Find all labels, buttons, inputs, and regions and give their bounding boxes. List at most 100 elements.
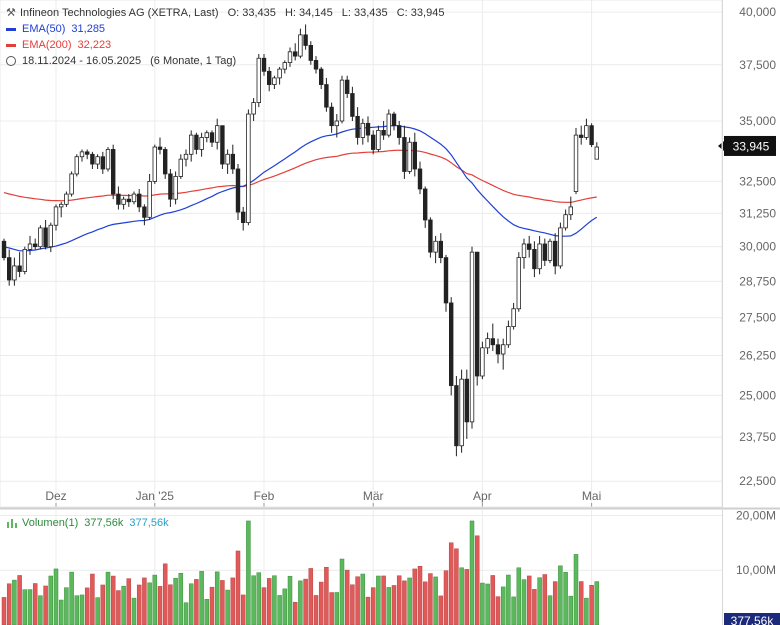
- y-tick-label: 40,000: [739, 5, 776, 19]
- candle-body: [220, 125, 225, 165]
- candle-body: [69, 173, 74, 195]
- candle-body: [417, 168, 423, 190]
- volume-bar: [261, 587, 267, 625]
- volume-bar: [589, 584, 594, 625]
- candle: [506, 320, 511, 348]
- candle: [376, 125, 381, 152]
- candle-body: [38, 227, 43, 248]
- volume-bar: [38, 595, 43, 625]
- wrench-icon[interactable]: ⚒: [6, 7, 16, 19]
- volume-bar: [324, 566, 329, 625]
- candle-body: [428, 219, 433, 253]
- candle-body: [168, 173, 173, 200]
- candle-body: [116, 193, 121, 205]
- candle: [53, 204, 59, 231]
- volume-bar: [142, 577, 147, 625]
- candle: [100, 151, 105, 174]
- volume-bar: [506, 574, 511, 625]
- candle-body: [511, 308, 516, 327]
- candle: [173, 171, 178, 205]
- candle: [344, 75, 350, 99]
- candle: [428, 217, 433, 258]
- volume-bar: [396, 575, 402, 625]
- volume-bar: [313, 595, 319, 625]
- ema50-line-group: [3, 125, 598, 252]
- volume-bar: [542, 574, 548, 625]
- candle-body: [235, 168, 241, 213]
- candle-body: [433, 240, 438, 253]
- candle-body: [469, 251, 475, 423]
- candle: [370, 130, 376, 155]
- volume-bar: [578, 581, 584, 625]
- candle-body: [256, 57, 261, 103]
- candle: [204, 130, 209, 143]
- candle: [277, 66, 282, 85]
- candle: [183, 149, 189, 167]
- candle: [38, 225, 43, 250]
- candle-body: [308, 45, 313, 61]
- candle-body: [209, 132, 215, 143]
- volume-bar: [136, 584, 142, 625]
- volume-bar: [391, 585, 397, 625]
- volume-bar: [594, 581, 600, 625]
- volume-bar: [147, 582, 152, 625]
- candle-body: [396, 125, 402, 138]
- candle: [178, 154, 183, 179]
- volume-bar: [17, 575, 22, 625]
- volume-bar: [511, 596, 516, 625]
- volume-bar: [480, 582, 485, 625]
- ema50-legend[interactable]: EMA(50) 31,285: [6, 22, 105, 36]
- candle-body: [272, 77, 277, 85]
- candle-body: [142, 206, 147, 218]
- candle-body: [246, 113, 251, 223]
- volume-bar: [537, 577, 542, 625]
- volume-bar: [204, 599, 210, 625]
- candle-body: [407, 141, 412, 172]
- ohlc-close: C: 33,945: [396, 7, 445, 19]
- candle: [136, 188, 142, 213]
- candle-body: [251, 102, 256, 115]
- volume-legend[interactable]: Volumen(1) 377,56k 377,56k: [6, 516, 169, 530]
- candle-body: [292, 51, 298, 57]
- volume-bar: [12, 579, 17, 625]
- candle: [27, 235, 33, 255]
- range-legend[interactable]: 18.11.2024 - 16.05.2025 (6 Monate, 1 Tag…: [6, 54, 236, 68]
- volume-bar: [355, 576, 360, 625]
- ohlc-open: O: 33,435: [227, 7, 276, 19]
- volume-bar: [448, 542, 454, 625]
- volume-bar: [1, 597, 7, 625]
- ema200-line: [3, 149, 597, 204]
- volume-bar: [365, 596, 371, 625]
- ohlc-high: H: 34,145: [284, 7, 333, 19]
- candle: [381, 121, 386, 140]
- volume-bar: [370, 587, 376, 625]
- candle: [194, 132, 199, 155]
- candle: [121, 196, 126, 210]
- candle-body: [474, 251, 480, 377]
- candle: [303, 24, 308, 50]
- volume-bar: [308, 568, 314, 625]
- ema200-legend[interactable]: EMA(200) 32,223: [6, 38, 111, 52]
- candle-body: [230, 153, 235, 170]
- candle: [64, 191, 69, 207]
- candle-body: [204, 132, 209, 138]
- volume-bar: [225, 589, 230, 625]
- candle-body: [152, 146, 157, 182]
- volume-bar: [412, 568, 418, 625]
- candle-body: [381, 129, 386, 136]
- volume-bar: [209, 586, 215, 625]
- candle: [235, 164, 241, 220]
- volume-bar: [251, 575, 256, 625]
- volume-bar: [90, 573, 95, 625]
- candle: [199, 132, 204, 157]
- candle: [220, 125, 225, 169]
- volume-bar: [272, 575, 277, 625]
- y-tick-label: 31,250: [739, 206, 776, 220]
- candle: [246, 109, 251, 226]
- candle: [438, 233, 443, 264]
- y-tick-label: 23,750: [739, 430, 776, 444]
- candle: [485, 332, 490, 355]
- ema200-line-group: [3, 149, 597, 204]
- volume-bar: [469, 520, 475, 625]
- volume-bar: [152, 574, 158, 625]
